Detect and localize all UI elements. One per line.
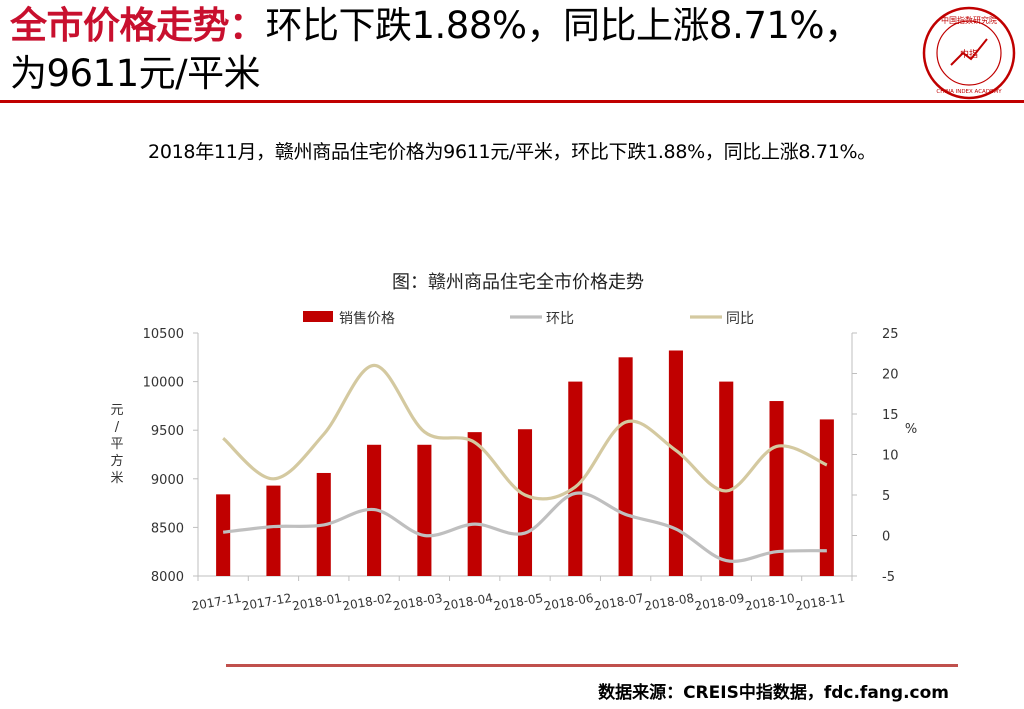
line-series bbox=[222, 363, 828, 563]
legend-label: 同比 bbox=[726, 311, 754, 327]
right-tick-label: 20 bbox=[882, 368, 899, 383]
legend-label: 环比 bbox=[546, 311, 574, 327]
x-tick-label: 2018-04 bbox=[442, 591, 494, 613]
bar bbox=[467, 432, 482, 576]
page-title-rest: 环比下跌1.88%，同比上涨8.71%，为9611元/平米 bbox=[10, 4, 861, 95]
x-tick-label: 2018-01 bbox=[291, 591, 343, 613]
page-title-highlight: 全市价格走势： bbox=[10, 4, 266, 47]
footer-divider bbox=[226, 664, 958, 667]
tick-labels: 8000 8500 9000 9500 10000 10500 -5 0 5 10 15 20 25 20… bbox=[110, 327, 917, 613]
left-tick-label: 9000 bbox=[151, 473, 184, 488]
logo-text-bottom: CHINA INDEX ACADEMY bbox=[936, 89, 1002, 95]
right-axis-label: % bbox=[905, 422, 917, 437]
header-divider bbox=[0, 100, 1024, 103]
bar bbox=[517, 429, 533, 576]
bar bbox=[568, 381, 583, 576]
chart-legend: 销售价格 环比 同比 bbox=[303, 311, 754, 327]
summary-text: 2018年11月，赣州商品住宅价格为9611元/平米，环比下跌1.88%，同比上… bbox=[148, 141, 876, 163]
left-tick-label: 8000 bbox=[151, 570, 184, 585]
left-tick-label: 10500 bbox=[143, 327, 184, 342]
right-tick-label: 5 bbox=[882, 489, 890, 504]
x-tick-label: 2017-12 bbox=[241, 591, 293, 613]
bar bbox=[216, 494, 231, 576]
china-index-academy-seal-icon: 中国指数研究院 中指 CHINA INDEX ACADEMY bbox=[922, 6, 1016, 100]
x-tick-label: 2018-09 bbox=[694, 591, 746, 613]
page-title: 全市价格走势：环比下跌1.88%，同比上涨8.71%，为9611元/平米 bbox=[10, 2, 890, 98]
bar bbox=[719, 381, 734, 576]
left-tick-label: 10000 bbox=[143, 376, 184, 391]
bar-series bbox=[216, 350, 834, 576]
price-trend-chart: 图：赣州商品住宅全市价格走势 销售价格 环比 同比 8000 8500 9000 9500… bbox=[110, 272, 917, 613]
x-tick-label: 2018-11 bbox=[794, 591, 846, 613]
x-tick-label: 2018-06 bbox=[543, 591, 595, 613]
logo-center-text: 中指 bbox=[960, 48, 978, 60]
bar bbox=[668, 350, 683, 576]
line-mom bbox=[222, 491, 827, 563]
bar bbox=[266, 485, 281, 576]
right-tick-label: 10 bbox=[882, 449, 899, 464]
legend-label: 销售价格 bbox=[339, 311, 395, 327]
right-tick-label: 0 bbox=[882, 530, 890, 545]
bar bbox=[618, 357, 633, 576]
left-axis-label: 元/平方米 bbox=[110, 403, 123, 486]
x-tick-label: 2017-11 bbox=[191, 591, 243, 613]
logo-text-top: 中国指数研究院 bbox=[941, 15, 997, 25]
x-tick-label: 2018-03 bbox=[392, 591, 444, 613]
x-tick-label: 2018-07 bbox=[593, 591, 645, 613]
data-source: 数据来源：CREIS中指数据，fdc.fang.com bbox=[598, 683, 949, 703]
x-tick-label: 2018-02 bbox=[341, 591, 393, 613]
bar bbox=[819, 419, 834, 576]
left-tick-label: 9500 bbox=[151, 424, 184, 439]
line-yoy bbox=[222, 363, 828, 501]
right-tick-label: 25 bbox=[882, 327, 899, 342]
x-tick-label: 2018-05 bbox=[492, 591, 544, 613]
legend-swatch-bar bbox=[303, 311, 333, 322]
chart-title: 图：赣州商品住宅全市价格走势 bbox=[392, 272, 644, 293]
left-tick-label: 8500 bbox=[151, 521, 184, 536]
x-tick-label: 2018-08 bbox=[643, 591, 695, 613]
right-tick-label: -5 bbox=[882, 570, 895, 585]
x-tick-label: 2018-10 bbox=[744, 591, 796, 613]
bar bbox=[417, 444, 432, 576]
right-tick-label: 15 bbox=[882, 408, 899, 423]
